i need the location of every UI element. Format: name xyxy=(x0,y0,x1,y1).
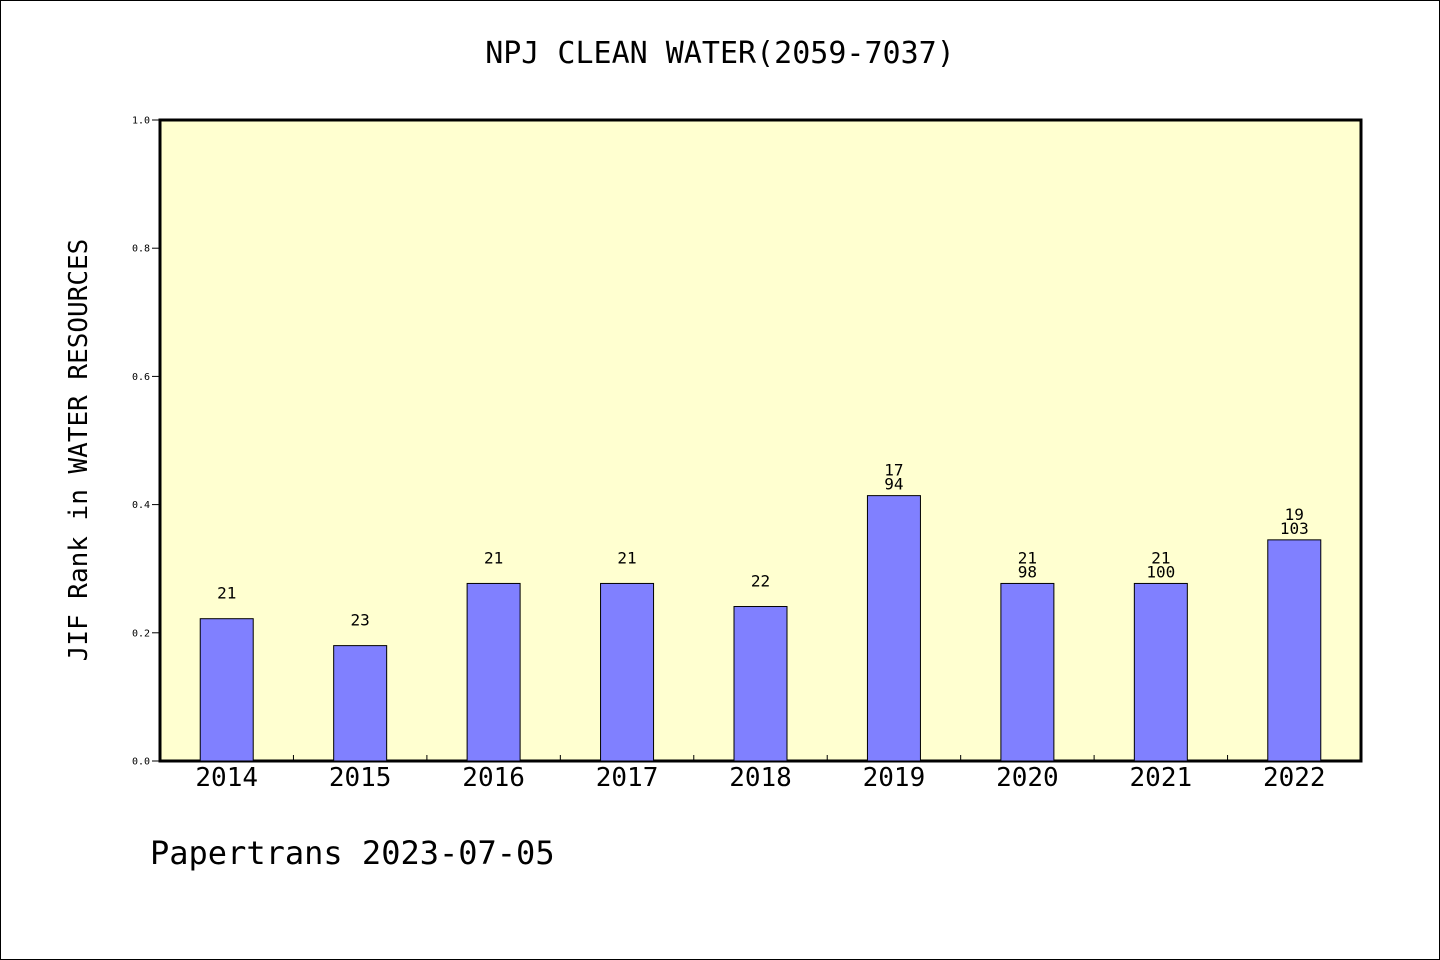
y-tick-label: 0.8 xyxy=(132,244,150,255)
bar xyxy=(1000,582,1055,762)
bar xyxy=(466,582,521,762)
x-tick-label: 2020 xyxy=(996,763,1059,793)
bar-rank-label: 21 xyxy=(1151,548,1170,567)
y-tick-label: 0.4 xyxy=(132,500,150,511)
bar xyxy=(866,495,921,762)
y-tick-label: 1.0 xyxy=(132,116,150,127)
y-tick-label: 0.6 xyxy=(132,372,150,383)
bars xyxy=(199,495,1322,762)
bar xyxy=(600,582,655,762)
bar xyxy=(199,618,254,762)
x-tick-label: 2022 xyxy=(1263,763,1326,793)
bar-rank-label: 21 xyxy=(1018,548,1037,567)
x-tick-label: 2017 xyxy=(596,763,659,793)
y-tick-label: 0.0 xyxy=(132,757,150,768)
chart-title: NPJ CLEAN WATER(2059-7037) xyxy=(485,36,955,71)
x-tick-label: 2016 xyxy=(462,763,525,793)
bar xyxy=(333,645,388,762)
bar-rank-label: 21 xyxy=(484,548,503,567)
bar-rank-label: 19 xyxy=(1285,505,1304,524)
y-axis-label: JIF Rank in WATER RESOURCES xyxy=(64,238,94,662)
bar-rank-label: 21 xyxy=(217,584,236,603)
bar-rank-label: 22 xyxy=(751,572,770,591)
bar-rank-label: 17 xyxy=(884,461,903,480)
x-tick-label: 2019 xyxy=(863,763,926,793)
bar xyxy=(733,606,788,762)
bar xyxy=(1267,539,1322,762)
x-tick-label: 2015 xyxy=(329,763,392,793)
bar-total-label: 100 xyxy=(1146,562,1175,581)
x-tick-label: 2014 xyxy=(195,763,258,793)
x-tick-label: 2018 xyxy=(729,763,792,793)
bar xyxy=(1133,582,1188,762)
bar-total-label: 94 xyxy=(884,475,903,494)
bar-total-label: 98 xyxy=(1018,562,1037,581)
bar-rank-label: 23 xyxy=(351,611,370,630)
footer-note: Papertrans 2023-07-05 xyxy=(150,834,555,872)
y-axis: 0.0 0.2 0.4 0.6 0.8 1.0 xyxy=(132,116,160,768)
bar-rank-label: 21 xyxy=(617,548,636,567)
y-tick-label: 0.2 xyxy=(132,628,150,639)
x-tick-label: 2021 xyxy=(1130,763,1193,793)
x-axis: 2014 2015 2016 2017 2018 2019 2020 2021 2022 xyxy=(195,755,1326,793)
bar-total-label: 103 xyxy=(1280,519,1309,538)
